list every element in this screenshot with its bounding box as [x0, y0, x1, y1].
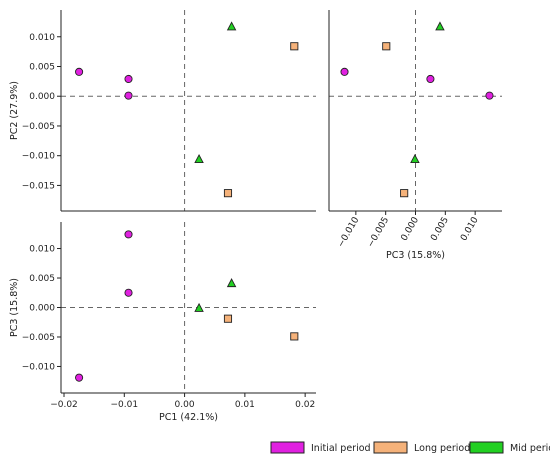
data-point-long-period — [400, 189, 409, 198]
x-tick-label: 0.02 — [295, 400, 315, 410]
legend-item: Long period — [373, 441, 470, 454]
data-point-mid-period — [435, 21, 445, 31]
data-point-initial-period — [75, 67, 84, 76]
y-tick-label: −0.005 — [22, 333, 55, 343]
data-point-long-period — [223, 314, 233, 323]
legend-item: Initial period — [270, 441, 371, 454]
data-point-initial-period — [340, 67, 349, 76]
data-point-initial-period — [124, 74, 133, 84]
data-point-long-period — [223, 189, 233, 198]
data-point-mid-period — [410, 153, 420, 164]
data-point-long-period — [382, 42, 391, 51]
data-point-long-period — [290, 332, 299, 341]
x-axis-label: PC3 (15.8%) — [386, 250, 445, 261]
y-tick-label: 0.005 — [29, 274, 55, 284]
x-tick-label: −0.005 — [366, 216, 391, 250]
data-point-long-period — [290, 42, 299, 51]
x-tick-label: 0.01 — [235, 400, 255, 410]
x-axis-label: PC1 (42.1%) — [159, 412, 218, 423]
data-point-initial-period — [124, 91, 133, 100]
x-tick-label: −0.01 — [111, 400, 139, 410]
x-tick-label: −0.02 — [50, 400, 78, 410]
data-point-initial-period — [124, 288, 133, 297]
y-tick-label: −0.015 — [22, 181, 55, 191]
x-tick-label: 0.00 — [175, 400, 195, 410]
panel-pc1-vs-pc3: 0.010 0.005 0.000 −0.005 −0.010 −0.02 −0.01 0.0… — [9, 222, 316, 423]
y-tick-label: 0.000 — [29, 304, 55, 314]
y-tick-label: −0.005 — [22, 122, 55, 132]
legend-label: Mid period — [510, 443, 550, 454]
data-point-initial-period — [75, 373, 84, 382]
legend-swatch — [270, 441, 305, 454]
y-axis-label: PC3 (15.8%) — [9, 278, 20, 337]
y-tick-label: −0.010 — [22, 362, 56, 372]
y-tick-label: −0.010 — [22, 152, 56, 162]
legend-label: Initial period — [311, 443, 371, 454]
y-tick-label: 0.010 — [29, 245, 55, 255]
data-point-mid-period — [226, 21, 237, 31]
data-point-mid-period — [194, 153, 204, 164]
legend: Initial period Long period Mid period — [270, 441, 550, 454]
panel-pc1-vs-pc2: 0.010 0.005 0.000 −0.005 −0.010 −0.015 PC2 (27… — [9, 10, 316, 212]
x-tick-label: 0.010 — [459, 215, 481, 243]
y-tick-label: 0.000 — [29, 92, 55, 102]
data-point-initial-period — [124, 230, 133, 239]
data-point-mid-period — [194, 302, 204, 312]
y-axis-label: PC2 (27.9%) — [9, 81, 20, 140]
legend-item: Mid period — [469, 441, 550, 454]
y-tick-label: 0.005 — [29, 62, 55, 72]
x-tick-label: 0.000 — [400, 215, 422, 243]
x-tick-label: −0.010 — [336, 215, 361, 249]
data-point-initial-period — [485, 91, 494, 100]
legend-swatch — [469, 441, 504, 454]
x-tick-label: 0.005 — [429, 216, 451, 243]
legend-label: Long period — [414, 443, 470, 454]
data-point-mid-period — [226, 278, 237, 288]
legend-swatch — [373, 441, 408, 454]
data-point-initial-period — [426, 74, 435, 84]
y-tick-label: 0.010 — [29, 33, 55, 43]
panel-pc3-vs-pc2: −0.010 −0.005 0.000 0.005 0.010 PC3 (15.8%) — [328, 10, 502, 261]
